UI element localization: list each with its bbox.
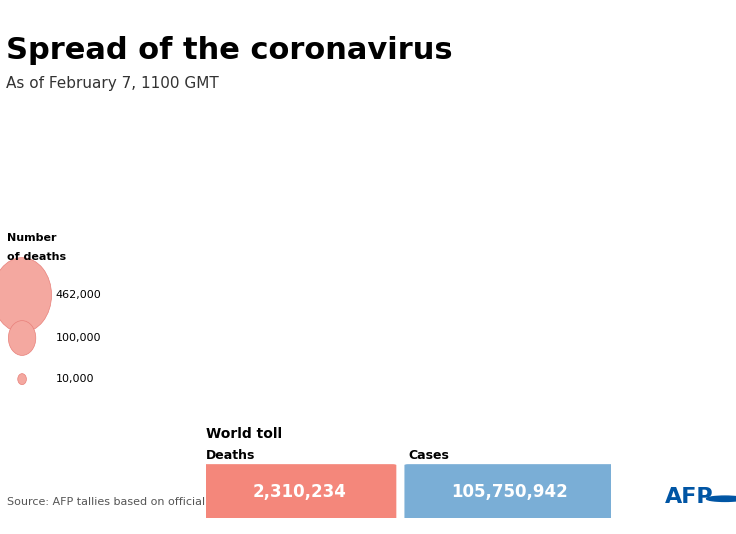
Text: of deaths: of deaths <box>7 252 66 262</box>
Text: World toll: World toll <box>206 427 282 441</box>
Text: Number: Number <box>7 233 57 244</box>
Text: 2,310,234: 2,310,234 <box>252 483 346 501</box>
Circle shape <box>0 258 52 332</box>
Circle shape <box>8 320 36 356</box>
Text: Deaths: Deaths <box>206 449 255 462</box>
Text: 10,000: 10,000 <box>56 374 94 384</box>
Text: 100,000: 100,000 <box>56 333 102 343</box>
Circle shape <box>707 496 736 501</box>
Text: Spread of the coronavirus: Spread of the coronavirus <box>6 36 452 65</box>
Text: 462,000: 462,000 <box>56 290 102 300</box>
Text: As of February 7, 1100 GMT: As of February 7, 1100 GMT <box>6 76 219 91</box>
Circle shape <box>18 374 26 384</box>
FancyBboxPatch shape <box>202 464 397 519</box>
Text: Cases: Cases <box>408 449 450 462</box>
Text: AFP: AFP <box>665 488 714 507</box>
Text: Source: AFP tallies based on official tolls: Source: AFP tallies based on official to… <box>7 497 232 507</box>
Text: 105,750,942: 105,750,942 <box>451 483 568 501</box>
FancyBboxPatch shape <box>405 464 615 519</box>
